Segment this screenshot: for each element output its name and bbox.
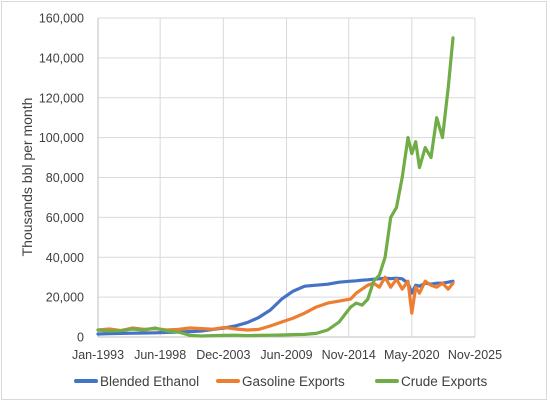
y-tick-label: 20,000 bbox=[46, 291, 84, 305]
gridlines bbox=[97, 17, 476, 338]
series-line-crude-exports bbox=[96, 36, 455, 338]
y-tick-label: 40,000 bbox=[46, 251, 84, 265]
y-tick-label: 140,000 bbox=[39, 51, 84, 65]
y-tick-label: 100,000 bbox=[39, 131, 84, 145]
y-tick-label: 160,000 bbox=[39, 12, 84, 26]
series-line-gasoline-exports bbox=[96, 275, 455, 333]
legend-label-gasoline-exports: Gasoline Exports bbox=[242, 374, 345, 389]
x-tick-label: Jan-1993 bbox=[72, 348, 124, 362]
x-tick-label: May-2020 bbox=[384, 348, 440, 362]
y-tick-label: 60,000 bbox=[46, 211, 84, 225]
y-tick-label: 0 bbox=[77, 331, 84, 345]
x-tick-label: Dec-2003 bbox=[196, 348, 250, 362]
legend-label-blended-ethanol: Blended Ethanol bbox=[100, 374, 199, 389]
legend-label-crude-exports: Crude Exports bbox=[401, 374, 488, 389]
legend: Blended Ethanol Gasoline Exports Crude Exp… bbox=[74, 374, 488, 389]
x-tick-label: Jun-2009 bbox=[260, 348, 312, 362]
series-lines bbox=[96, 36, 455, 338]
x-axis-ticks: Jan-1993 Jun-1998 Dec-2003 Jun-2009 Nov-2014… bbox=[72, 348, 502, 362]
x-tick-label: Nov-2014 bbox=[322, 348, 376, 362]
y-axis-label: Thousands bbl per month bbox=[19, 98, 35, 257]
x-tick-label: Nov-2025 bbox=[448, 348, 502, 362]
y-tick-label: 120,000 bbox=[39, 91, 84, 105]
y-axis-ticks: 0 20,000 40,000 60,000 80,000 100,000 120,000 1… bbox=[39, 12, 84, 345]
x-tick-label: Jun-1998 bbox=[134, 348, 186, 362]
y-tick-label: 80,000 bbox=[46, 171, 84, 185]
